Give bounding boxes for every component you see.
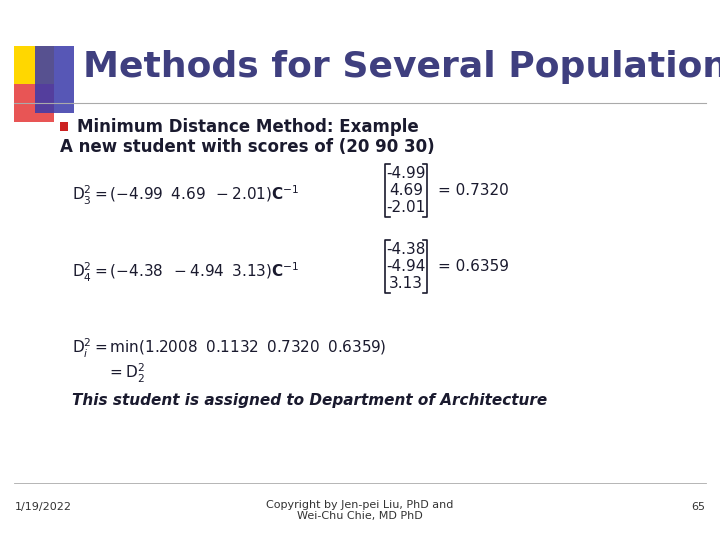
Text: Methods for Several Populations: Methods for Several Populations <box>83 51 720 84</box>
Text: $= \mathrm{D}_2^2$: $= \mathrm{D}_2^2$ <box>107 362 145 385</box>
Text: -2.01: -2.01 <box>387 200 426 215</box>
Text: 65: 65 <box>692 502 706 511</box>
Text: $\mathrm{D}_3^2 = (-4.99\;\;4.69\;\;-2.01)\mathbf{C}^{-1}$: $\mathrm{D}_3^2 = (-4.99\;\;4.69\;\;-2.0… <box>72 184 300 207</box>
Text: Minimum Distance Method: Example: Minimum Distance Method: Example <box>77 118 419 136</box>
Text: 1/19/2022: 1/19/2022 <box>14 502 71 511</box>
Text: -4.38: -4.38 <box>387 242 426 257</box>
Text: -4.94: -4.94 <box>387 259 426 274</box>
Text: -4.99: -4.99 <box>387 166 426 181</box>
Text: $\mathrm{D}_i^2 = \mathrm{min}(1.2008\;\;0.1132\;\;0.7320\;\;0.6359)$: $\mathrm{D}_i^2 = \mathrm{min}(1.2008\;\… <box>72 337 387 360</box>
Text: A new student with scores of (20 90 30): A new student with scores of (20 90 30) <box>60 138 434 156</box>
FancyBboxPatch shape <box>14 46 54 84</box>
FancyBboxPatch shape <box>14 84 54 122</box>
Text: $\mathrm{D}_4^2 = (-4.38\;\;-4.94\;\;3.13)\mathbf{C}^{-1}$: $\mathrm{D}_4^2 = (-4.38\;\;-4.94\;\;3.1… <box>72 261 300 284</box>
Text: = 0.7320: = 0.7320 <box>438 183 508 198</box>
Text: 3.13: 3.13 <box>389 275 423 291</box>
Text: This student is assigned to Department of Architecture: This student is assigned to Department o… <box>72 393 547 408</box>
Text: Copyright by Jen-pei Liu, PhD and
Wei-Chu Chie, MD PhD: Copyright by Jen-pei Liu, PhD and Wei-Ch… <box>266 500 454 521</box>
FancyBboxPatch shape <box>60 122 68 131</box>
FancyBboxPatch shape <box>35 46 74 113</box>
Text: = 0.6359: = 0.6359 <box>438 259 509 274</box>
Text: 4.69: 4.69 <box>389 183 423 198</box>
